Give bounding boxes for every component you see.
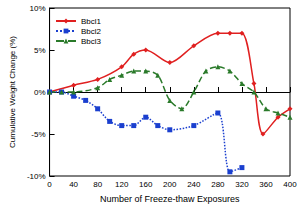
svg-text:40: 40 xyxy=(69,180,78,189)
svg-text:Bbcl2: Bbcl2 xyxy=(81,27,102,36)
svg-text:320: 320 xyxy=(235,180,249,189)
svg-text:Bbcl3: Bbcl3 xyxy=(81,37,102,46)
svg-text:10%: 10% xyxy=(30,4,46,13)
svg-text:80: 80 xyxy=(93,180,102,189)
svg-text:400: 400 xyxy=(283,180,297,189)
svg-text:160: 160 xyxy=(139,180,153,189)
svg-text:120: 120 xyxy=(115,180,129,189)
svg-text:200: 200 xyxy=(163,180,177,189)
svg-text:Cumulative Weight Change (%): Cumulative Weight Change (%) xyxy=(8,36,17,148)
svg-text:Number of Freeze-thaw Exposure: Number of Freeze-thaw Exposures xyxy=(100,194,240,204)
svg-text:0%: 0% xyxy=(34,88,46,97)
svg-text:240: 240 xyxy=(187,180,201,189)
svg-text:-10%: -10% xyxy=(27,172,46,181)
svg-text:-5%: -5% xyxy=(31,130,45,139)
svg-text:5%: 5% xyxy=(34,46,46,55)
svg-text:Bbcl1: Bbcl1 xyxy=(81,17,102,26)
svg-text:360: 360 xyxy=(259,180,273,189)
svg-text:280: 280 xyxy=(211,180,225,189)
svg-text:0: 0 xyxy=(47,180,52,189)
